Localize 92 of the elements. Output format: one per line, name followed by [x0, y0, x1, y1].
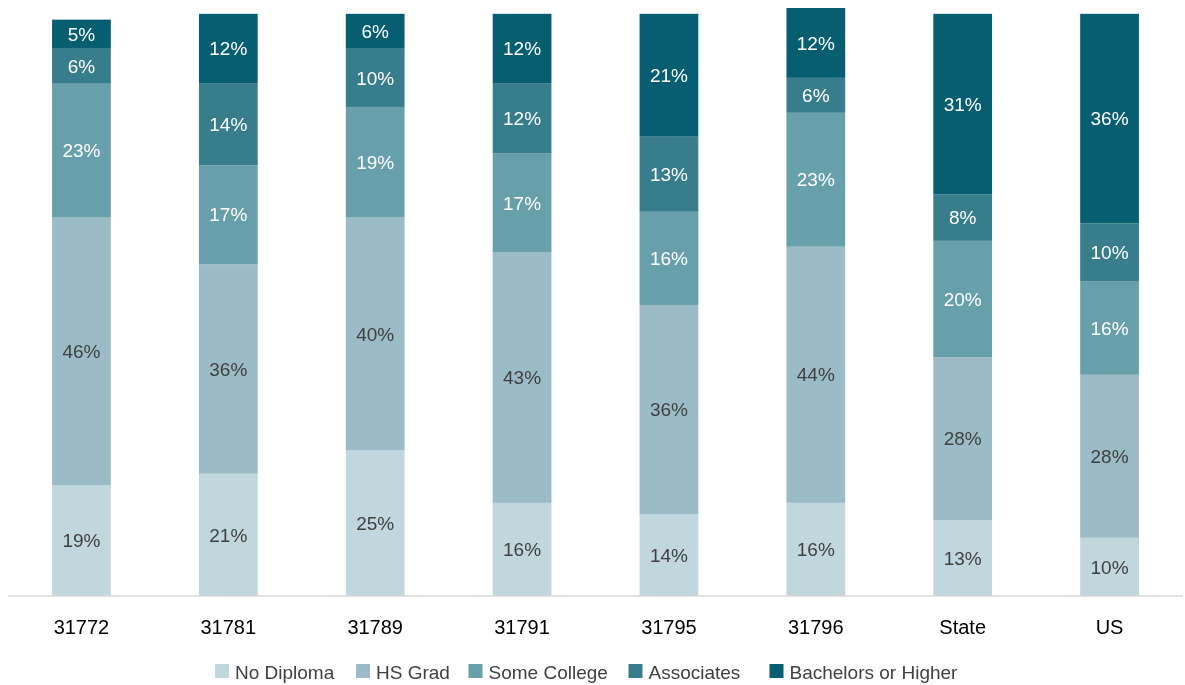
data-label: 36%: [209, 358, 248, 380]
bar: [786, 502, 846, 596]
bar: [52, 217, 111, 486]
data-label: 14%: [649, 544, 689, 566]
data-label: 21%: [209, 524, 248, 546]
legend-label: HS Grad: [376, 661, 450, 683]
data-label: 8%: [948, 207, 977, 229]
bar: [639, 136, 699, 212]
bar: [933, 13, 993, 195]
bar: [639, 514, 699, 596]
data-label: 16%: [1090, 317, 1129, 339]
data-label: 23%: [62, 140, 101, 162]
data-label: 6%: [67, 55, 96, 77]
bar: [345, 48, 405, 107]
legend-label: Some College: [488, 661, 608, 683]
bar: [1080, 13, 1139, 224]
legend-label: Bachelors or Higher: [789, 661, 959, 683]
x-tick-label: State: [939, 616, 987, 638]
data-label: 12%: [796, 32, 835, 54]
data-label: 40%: [356, 323, 395, 345]
data-label: 21%: [649, 64, 689, 86]
bar: [52, 485, 111, 596]
data-label: 43%: [503, 367, 542, 389]
bar: [1080, 537, 1139, 596]
data-label: 16%: [796, 539, 835, 561]
data-label: 5%: [67, 23, 96, 45]
bar: [345, 450, 405, 596]
data-label: 17%: [209, 204, 248, 226]
bar: [639, 211, 699, 305]
data-label: 17%: [503, 192, 542, 214]
data-label: 10%: [356, 67, 395, 89]
bar: [639, 304, 699, 515]
bar: [786, 246, 846, 503]
data-label: 20%: [943, 288, 982, 310]
bar: [492, 252, 552, 503]
data-label: 14%: [209, 114, 248, 136]
data-label: 6%: [361, 20, 390, 42]
data-label: 13%: [943, 547, 982, 569]
bar: [1080, 223, 1139, 282]
bar: [492, 153, 552, 253]
data-label: 36%: [1090, 108, 1129, 130]
data-label: 13%: [649, 163, 689, 185]
bar: [639, 13, 699, 137]
data-label: 12%: [503, 108, 542, 130]
bar: [198, 83, 258, 166]
x-tick-label: US: [1095, 616, 1124, 638]
bar: [933, 357, 993, 521]
data-label: 36%: [649, 399, 689, 421]
data-label: 19%: [62, 530, 101, 552]
data-label: 10%: [1090, 242, 1129, 264]
bar: [933, 520, 993, 596]
x-tick-label: 31791: [494, 616, 550, 638]
bar: [933, 240, 993, 358]
data-label: 25%: [356, 512, 395, 534]
x-tick-label: 31789: [347, 616, 403, 638]
bar: [198, 473, 258, 596]
x-tick-label: 31795: [641, 616, 697, 638]
data-label: 12%: [503, 38, 542, 60]
data-label: 6%: [802, 84, 830, 106]
data-label: 46%: [62, 341, 101, 363]
bar: [492, 83, 552, 154]
data-label: 28%: [943, 428, 982, 450]
bar: [198, 165, 258, 265]
data-label: 19%: [356, 151, 395, 173]
bar: [345, 106, 405, 218]
data-label: 23%: [796, 169, 835, 191]
x-tick-label: 31796: [788, 616, 844, 638]
bar: [52, 83, 111, 218]
data-label: 12%: [209, 38, 248, 60]
data-label: 16%: [503, 539, 542, 561]
bar: [345, 217, 405, 451]
bar: [345, 13, 405, 49]
data-label: 16%: [649, 247, 689, 269]
bar: [198, 13, 258, 84]
bar: [1080, 374, 1139, 538]
bar: [933, 194, 993, 241]
bar: [786, 77, 846, 113]
x-tick-label: 31781: [200, 616, 257, 638]
data-label: 28%: [1090, 445, 1129, 467]
bar: [786, 112, 846, 247]
legend-label: No Diploma: [235, 661, 335, 683]
data-label: 31%: [943, 93, 982, 115]
bar: [52, 48, 111, 84]
bar: [492, 13, 552, 84]
bar: [1080, 281, 1139, 375]
bar: [492, 502, 552, 596]
bar: [198, 264, 258, 474]
bar: [786, 8, 846, 78]
legend-label: Associates: [648, 661, 741, 683]
x-tick-label: 31772: [53, 616, 110, 638]
data-label: 10%: [1090, 556, 1129, 578]
data-label: 44%: [796, 364, 835, 386]
